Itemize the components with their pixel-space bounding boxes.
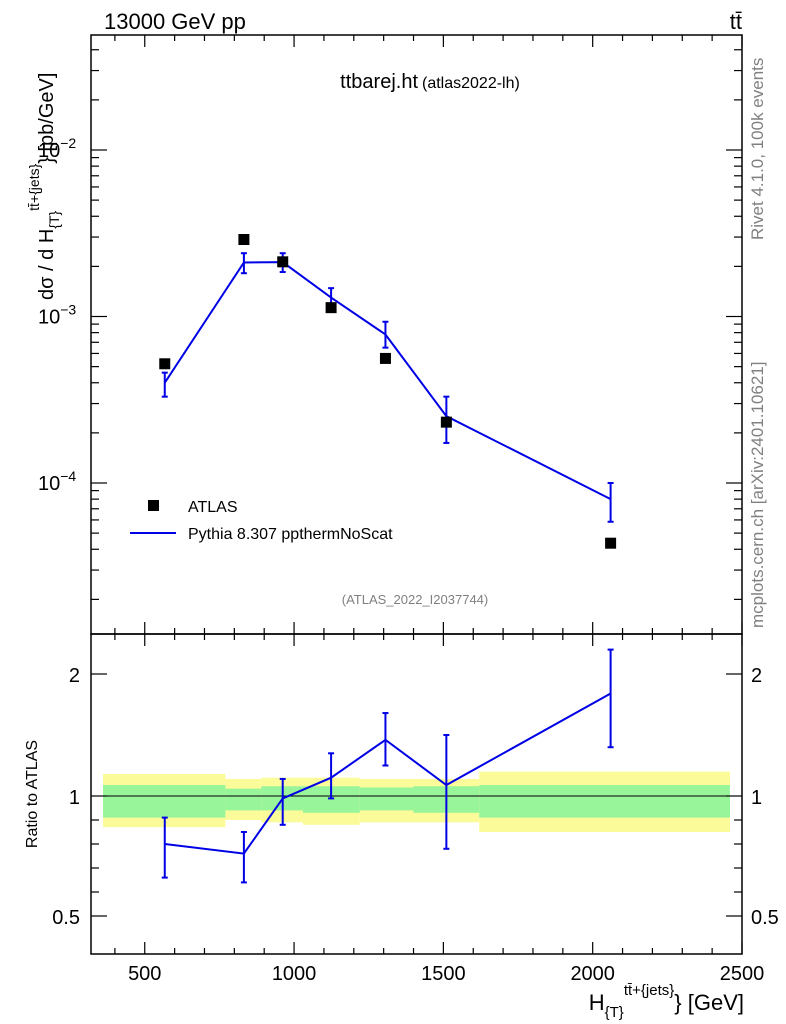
atlas-point-4 [379,352,391,364]
x-tick-label-2500: 2500 [720,963,765,985]
ratio-ytick-label-right-0: 0.5 [751,907,779,929]
mc-series-ratio [161,648,614,884]
plot-title-name: ttbarej.ht [340,71,418,93]
ratio-ytick-label-right-2: 2 [751,665,762,687]
legend: ATLAS Pythia 8.307 ppthermNoScat [130,499,393,543]
atlas-point-3 [325,302,337,314]
ratio-ytick-label-right-1: 1 [751,787,762,809]
atlas-point-5 [440,416,452,428]
mc-main-line [163,261,612,501]
main-ytick-label-1: 10−3 [38,302,76,329]
atlas-point-1 [238,234,250,246]
x-axis-label: H{T}tt̄+{jets}} [GeV] [589,982,744,1021]
main-ytick-label-0: 10−2 [38,135,76,162]
beam-label: 13000 GeV pp [104,9,246,34]
ratio-axis-ticks: 0.5 0.5 1 1 2 2 [52,665,779,929]
source-label: mcplots.cern.ch [arXiv:2401.10621] [748,362,767,628]
stat-uncertainty-bands [103,785,730,818]
main-plot-frame [90,34,743,635]
mc-series-main [161,252,614,523]
atlas-point-2 [277,256,289,268]
legend-mc-label: Pythia 8.307 ppthermNoScat [188,526,393,543]
ratio-plot-frame [90,633,743,955]
x-axis-ticks: 500 1000 1500 2000 2500 [114,35,765,985]
ratio-ytick-label-left-1: 1 [69,787,80,809]
stat-band-4 [359,787,414,811]
plot-title-tag: (atlas2022-lh) [422,75,520,92]
x-tick-label-2000: 2000 [570,963,615,985]
main-ytick-label-2: 10−4 [38,468,76,495]
x-tick-label-500: 500 [128,963,161,985]
ratio-ytick-label-left-2: 2 [69,665,80,687]
atlas-point-6 [605,537,617,549]
legend-atlas-label: ATLAS [188,499,238,516]
atlas-series-main [159,234,617,549]
main-axis-ticks: 10−2 10−3 10−4 [38,49,742,600]
ratio-y-axis-label: Ratio to ATLAS [24,740,41,848]
stat-band-0 [103,785,226,818]
stat-band-1 [225,788,262,811]
analysis-id-label: (ATLAS_2022_I2037744) [342,592,488,607]
stat-band-6 [479,785,730,818]
main-y-axis-label: dσ / d H{T}tt̄+{jets}} [pb/GeV] [26,73,62,300]
atlas-point-0 [159,358,171,370]
main-y-label-text: dσ / d H{T}tt̄+{jets}} [pb/GeV] [26,73,62,300]
process-label: tt̄ [730,9,742,34]
legend-atlas-marker [148,500,159,511]
x-tick-label-1500: 1500 [421,963,466,985]
rivet-version-label: Rivet 4.1.0, 100k events [748,58,767,240]
ratio-ytick-label-left-0: 0.5 [52,907,80,929]
x-tick-label-1000: 1000 [272,963,317,985]
